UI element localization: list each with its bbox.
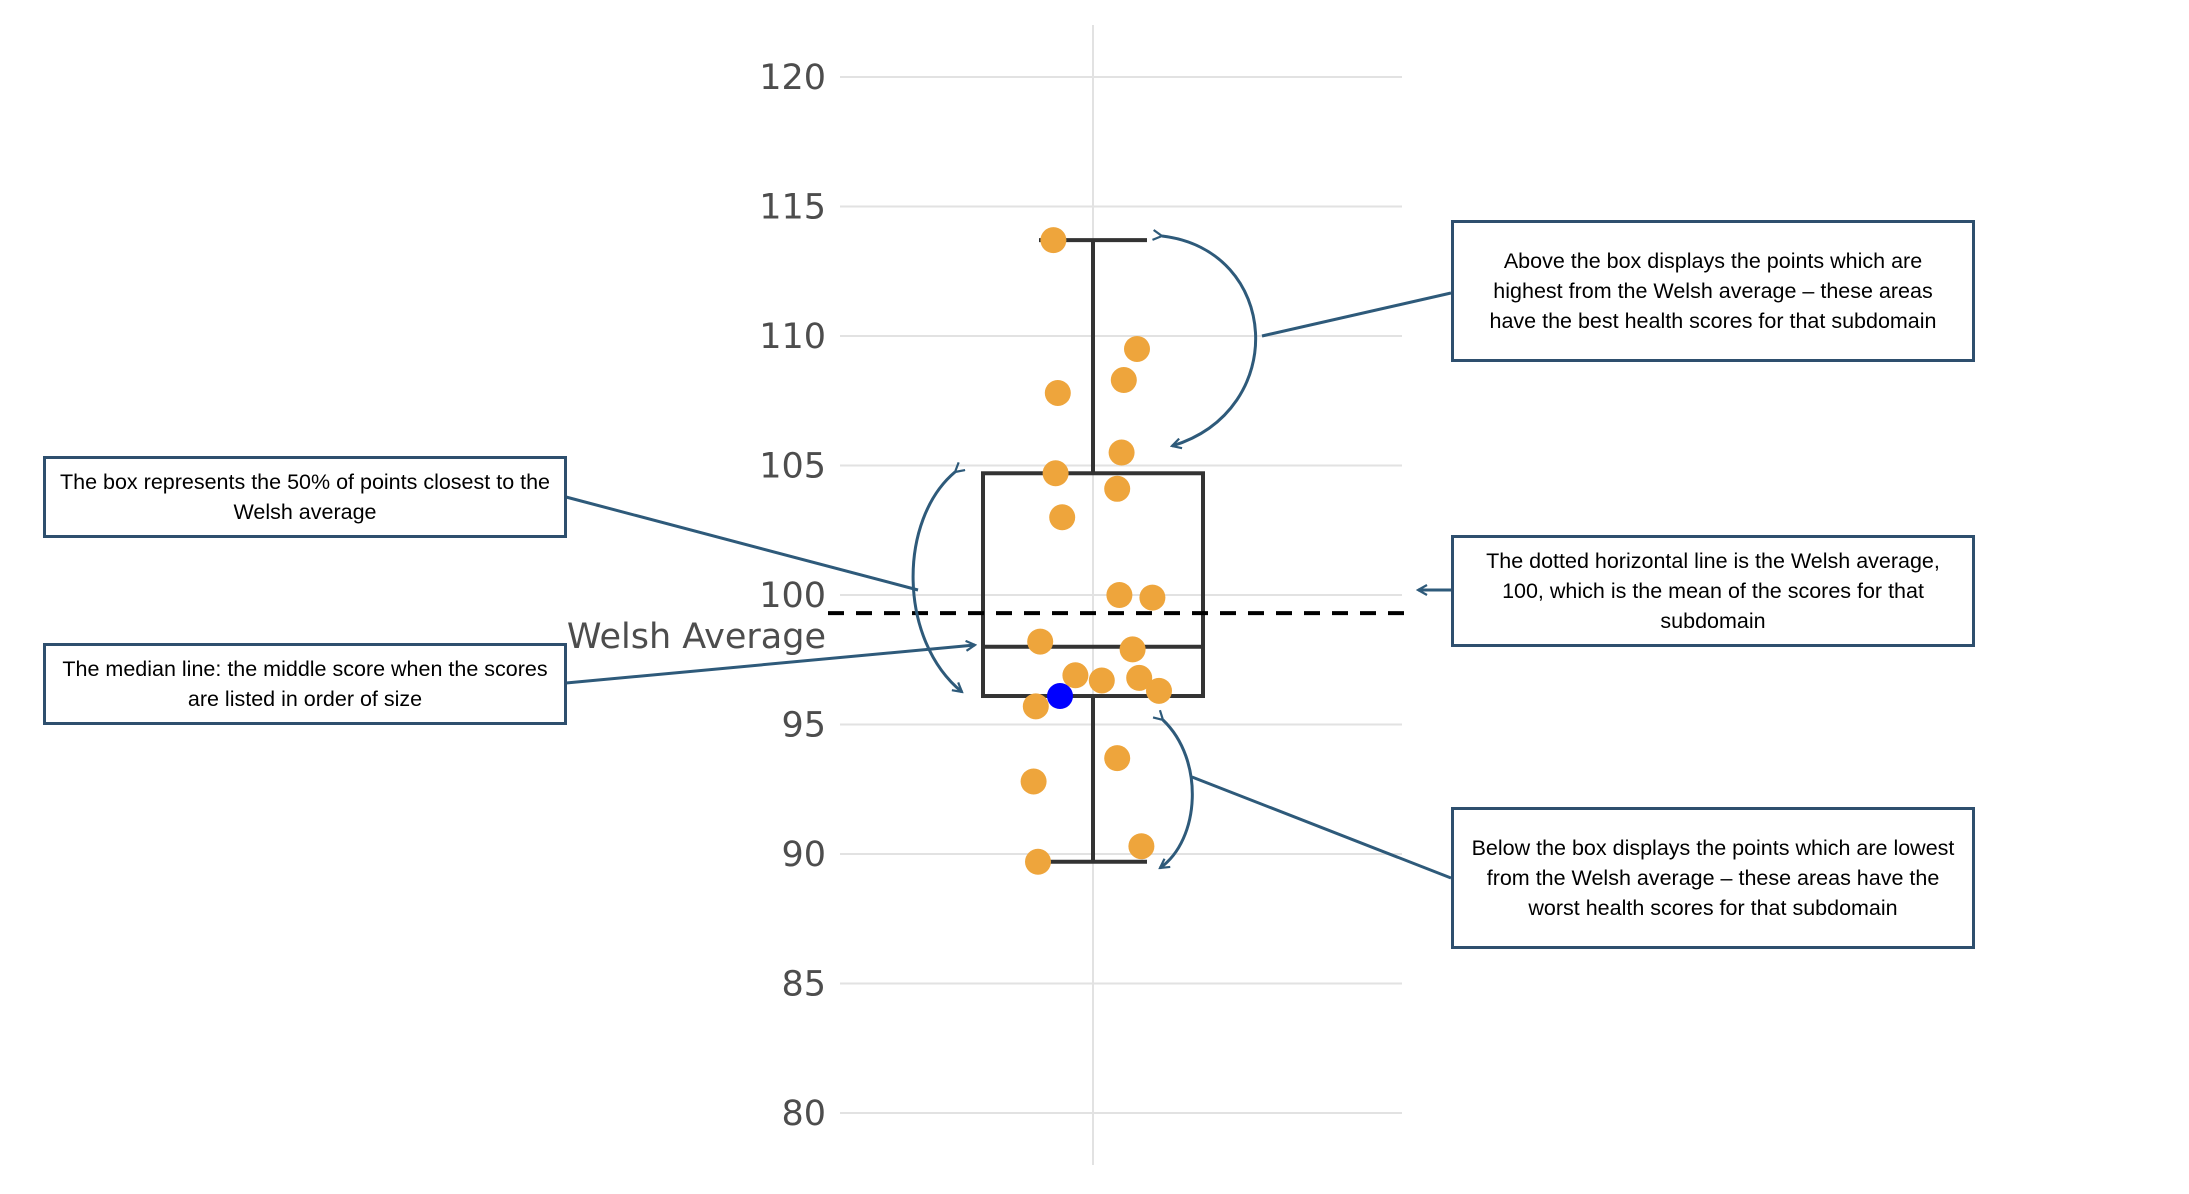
data-point bbox=[1126, 664, 1153, 691]
y-tick-label: 95 bbox=[781, 706, 826, 746]
data-point bbox=[1088, 667, 1115, 694]
data-point bbox=[1022, 693, 1049, 720]
data-point bbox=[1104, 475, 1131, 502]
data-point bbox=[1146, 677, 1172, 704]
data-point bbox=[1040, 227, 1067, 254]
y-tick-label: 80 bbox=[781, 1094, 826, 1134]
data-point bbox=[1104, 745, 1131, 772]
data-point bbox=[1110, 367, 1137, 394]
y-tick-label: 90 bbox=[781, 835, 826, 875]
annotation-connectors bbox=[565, 236, 1452, 880]
below-box-annotation: Below the box displays the points which … bbox=[1451, 807, 1975, 949]
welsh-average-label: Welsh Average bbox=[567, 617, 826, 657]
y-tick-label: 120 bbox=[759, 58, 826, 98]
box-arrow-arc bbox=[911, 472, 962, 692]
y-tick-label: 110 bbox=[759, 317, 826, 357]
data-points bbox=[1020, 227, 1172, 875]
median-note-connector bbox=[565, 645, 975, 685]
data-point bbox=[1025, 848, 1051, 875]
median-annotation: The median line: the middle score when t… bbox=[43, 643, 567, 725]
below-note-connector bbox=[1191, 775, 1452, 880]
data-point bbox=[1027, 628, 1054, 655]
data-point bbox=[1049, 504, 1076, 531]
data-point bbox=[1108, 439, 1135, 466]
data-point bbox=[1044, 379, 1071, 406]
data-point bbox=[1062, 662, 1089, 689]
above-note-connector bbox=[1261, 291, 1452, 338]
y-axis-tick-labels: 80 85 90 95 100 105 110 115 120 bbox=[759, 58, 826, 1134]
data-point bbox=[1124, 335, 1150, 362]
data-point bbox=[1119, 636, 1146, 663]
data-point bbox=[1020, 768, 1047, 795]
y-tick-label: 100 bbox=[759, 576, 826, 616]
above-box-annotation: Above the box displays the points which … bbox=[1451, 220, 1975, 362]
data-point bbox=[1042, 460, 1069, 487]
y-tick-label: 115 bbox=[759, 188, 826, 228]
above-arrow-arc bbox=[1162, 236, 1258, 446]
below-arrow-arc bbox=[1160, 720, 1194, 868]
data-point bbox=[1128, 833, 1155, 860]
highlighted-data-point bbox=[1047, 683, 1073, 710]
welsh-average-annotation: The dotted horizontal line is the Welsh … bbox=[1451, 535, 1975, 647]
y-tick-label: 85 bbox=[781, 965, 826, 1005]
box-annotation: The box represents the 50% of points clo… bbox=[43, 456, 567, 538]
y-tick-label: 105 bbox=[759, 447, 826, 487]
box-note-connector bbox=[565, 495, 919, 592]
data-point bbox=[1106, 582, 1133, 608]
data-point bbox=[1139, 584, 1166, 611]
interquartile-box bbox=[981, 471, 1205, 699]
